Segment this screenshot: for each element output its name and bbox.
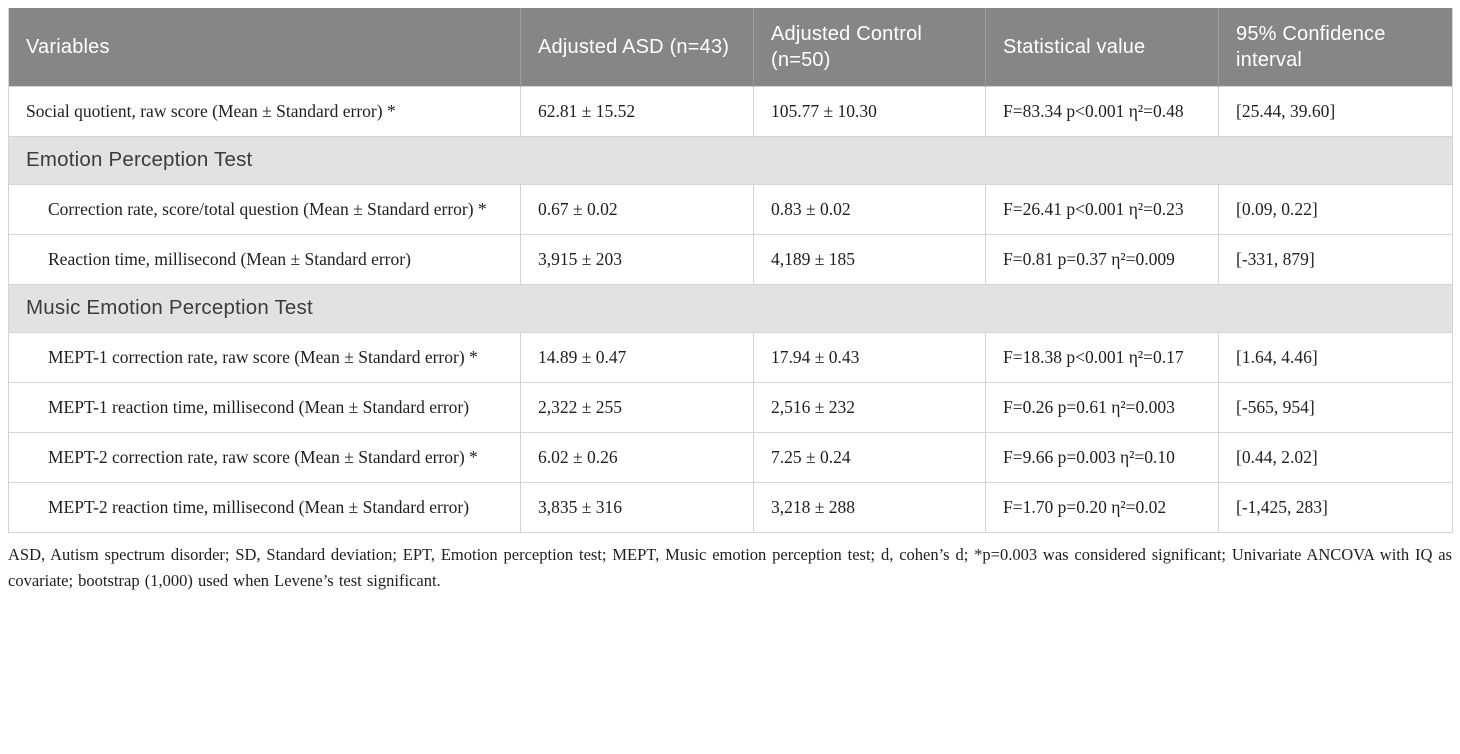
table-row-mept2-reaction-time: MEPT-2 reaction time, millisecond (Mean …: [8, 482, 1453, 533]
cell-confidence-interval: [0.44, 2.02]: [1218, 432, 1453, 483]
column-header-variables: Variables: [8, 8, 521, 87]
column-header-adjusted-asd: Adjusted ASD (n=43): [520, 8, 754, 87]
cell-statistical-value: F=83.34 p<0.001 η²=0.48: [985, 86, 1219, 137]
cell-statistical-value: F=0.26 p=0.61 η²=0.003: [985, 382, 1219, 433]
cell-variable: MEPT-1 correction rate, raw score (Mean …: [8, 332, 521, 383]
cell-statistical-value: F=0.81 p=0.37 η²=0.009: [985, 234, 1219, 285]
cell-asd-value: 6.02 ± 0.26: [520, 432, 754, 483]
cell-control-value: 3,218 ± 288: [753, 482, 986, 533]
table-footnote: ASD, Autism spectrum disorder; SD, Stand…: [8, 545, 1452, 590]
statistics-table: Variables Adjusted ASD (n=43) Adjusted C…: [8, 8, 1453, 533]
cell-asd-value: 3,835 ± 316: [520, 482, 754, 533]
table-row-social-quotient: Social quotient, raw score (Mean ± Stand…: [8, 86, 1453, 137]
table-row-ept-correction-rate: Correction rate, score/total question (M…: [8, 184, 1453, 235]
table-header: Variables Adjusted ASD (n=43) Adjusted C…: [8, 8, 1453, 87]
cell-variable: MEPT-1 reaction time, millisecond (Mean …: [8, 382, 521, 433]
cell-asd-value: 0.67 ± 0.02: [520, 184, 754, 235]
cell-variable: MEPT-2 reaction time, millisecond (Mean …: [8, 482, 521, 533]
cell-asd-value: 62.81 ± 15.52: [520, 86, 754, 137]
page: Variables Adjusted ASD (n=43) Adjusted C…: [8, 8, 1453, 590]
section-row-music-emotion-perception-test: Music Emotion Perception Test: [8, 284, 1453, 333]
table-row-mept1-reaction-time: MEPT-1 reaction time, millisecond (Mean …: [8, 382, 1453, 433]
section-label: Music Emotion Perception Test: [8, 284, 1453, 333]
cell-statistical-value: F=18.38 p<0.001 η²=0.17: [985, 332, 1219, 383]
column-header-statistical-value: Statistical value: [985, 8, 1219, 87]
cell-control-value: 17.94 ± 0.43: [753, 332, 986, 383]
cell-asd-value: 2,322 ± 255: [520, 382, 754, 433]
cell-variable: MEPT-2 correction rate, raw score (Mean …: [8, 432, 521, 483]
section-label: Emotion Perception Test: [8, 136, 1453, 185]
section-row-emotion-perception-test: Emotion Perception Test: [8, 136, 1453, 185]
cell-confidence-interval: [25.44, 39.60]: [1218, 86, 1453, 137]
cell-statistical-value: F=1.70 p=0.20 η²=0.02: [985, 482, 1219, 533]
table-row-mept2-correction-rate: MEPT-2 correction rate, raw score (Mean …: [8, 432, 1453, 483]
cell-asd-value: 3,915 ± 203: [520, 234, 754, 285]
cell-control-value: 105.77 ± 10.30: [753, 86, 986, 137]
cell-statistical-value: F=26.41 p<0.001 η²=0.23: [985, 184, 1219, 235]
cell-control-value: 4,189 ± 185: [753, 234, 986, 285]
cell-confidence-interval: [-565, 954]: [1218, 382, 1453, 433]
cell-variable: Social quotient, raw score (Mean ± Stand…: [8, 86, 521, 137]
cell-variable: Correction rate, score/total question (M…: [8, 184, 521, 235]
header-row: Variables Adjusted ASD (n=43) Adjusted C…: [8, 8, 1453, 87]
column-header-confidence-interval: 95% Confidence interval: [1218, 8, 1453, 87]
table-row-mept1-correction-rate: MEPT-1 correction rate, raw score (Mean …: [8, 332, 1453, 383]
column-header-adjusted-control: Adjusted Control (n=50): [753, 8, 986, 87]
table-row-ept-reaction-time: Reaction time, millisecond (Mean ± Stand…: [8, 234, 1453, 285]
cell-confidence-interval: [-331, 879]: [1218, 234, 1453, 285]
cell-control-value: 0.83 ± 0.02: [753, 184, 986, 235]
cell-confidence-interval: [0.09, 0.22]: [1218, 184, 1453, 235]
cell-control-value: 2,516 ± 232: [753, 382, 986, 433]
cell-statistical-value: F=9.66 p=0.003 η²=0.10: [985, 432, 1219, 483]
table-body: Social quotient, raw score (Mean ± Stand…: [8, 86, 1453, 533]
cell-confidence-interval: [1.64, 4.46]: [1218, 332, 1453, 383]
cell-asd-value: 14.89 ± 0.47: [520, 332, 754, 383]
cell-confidence-interval: [-1,425, 283]: [1218, 482, 1453, 533]
cell-control-value: 7.25 ± 0.24: [753, 432, 986, 483]
cell-variable: Reaction time, millisecond (Mean ± Stand…: [8, 234, 521, 285]
